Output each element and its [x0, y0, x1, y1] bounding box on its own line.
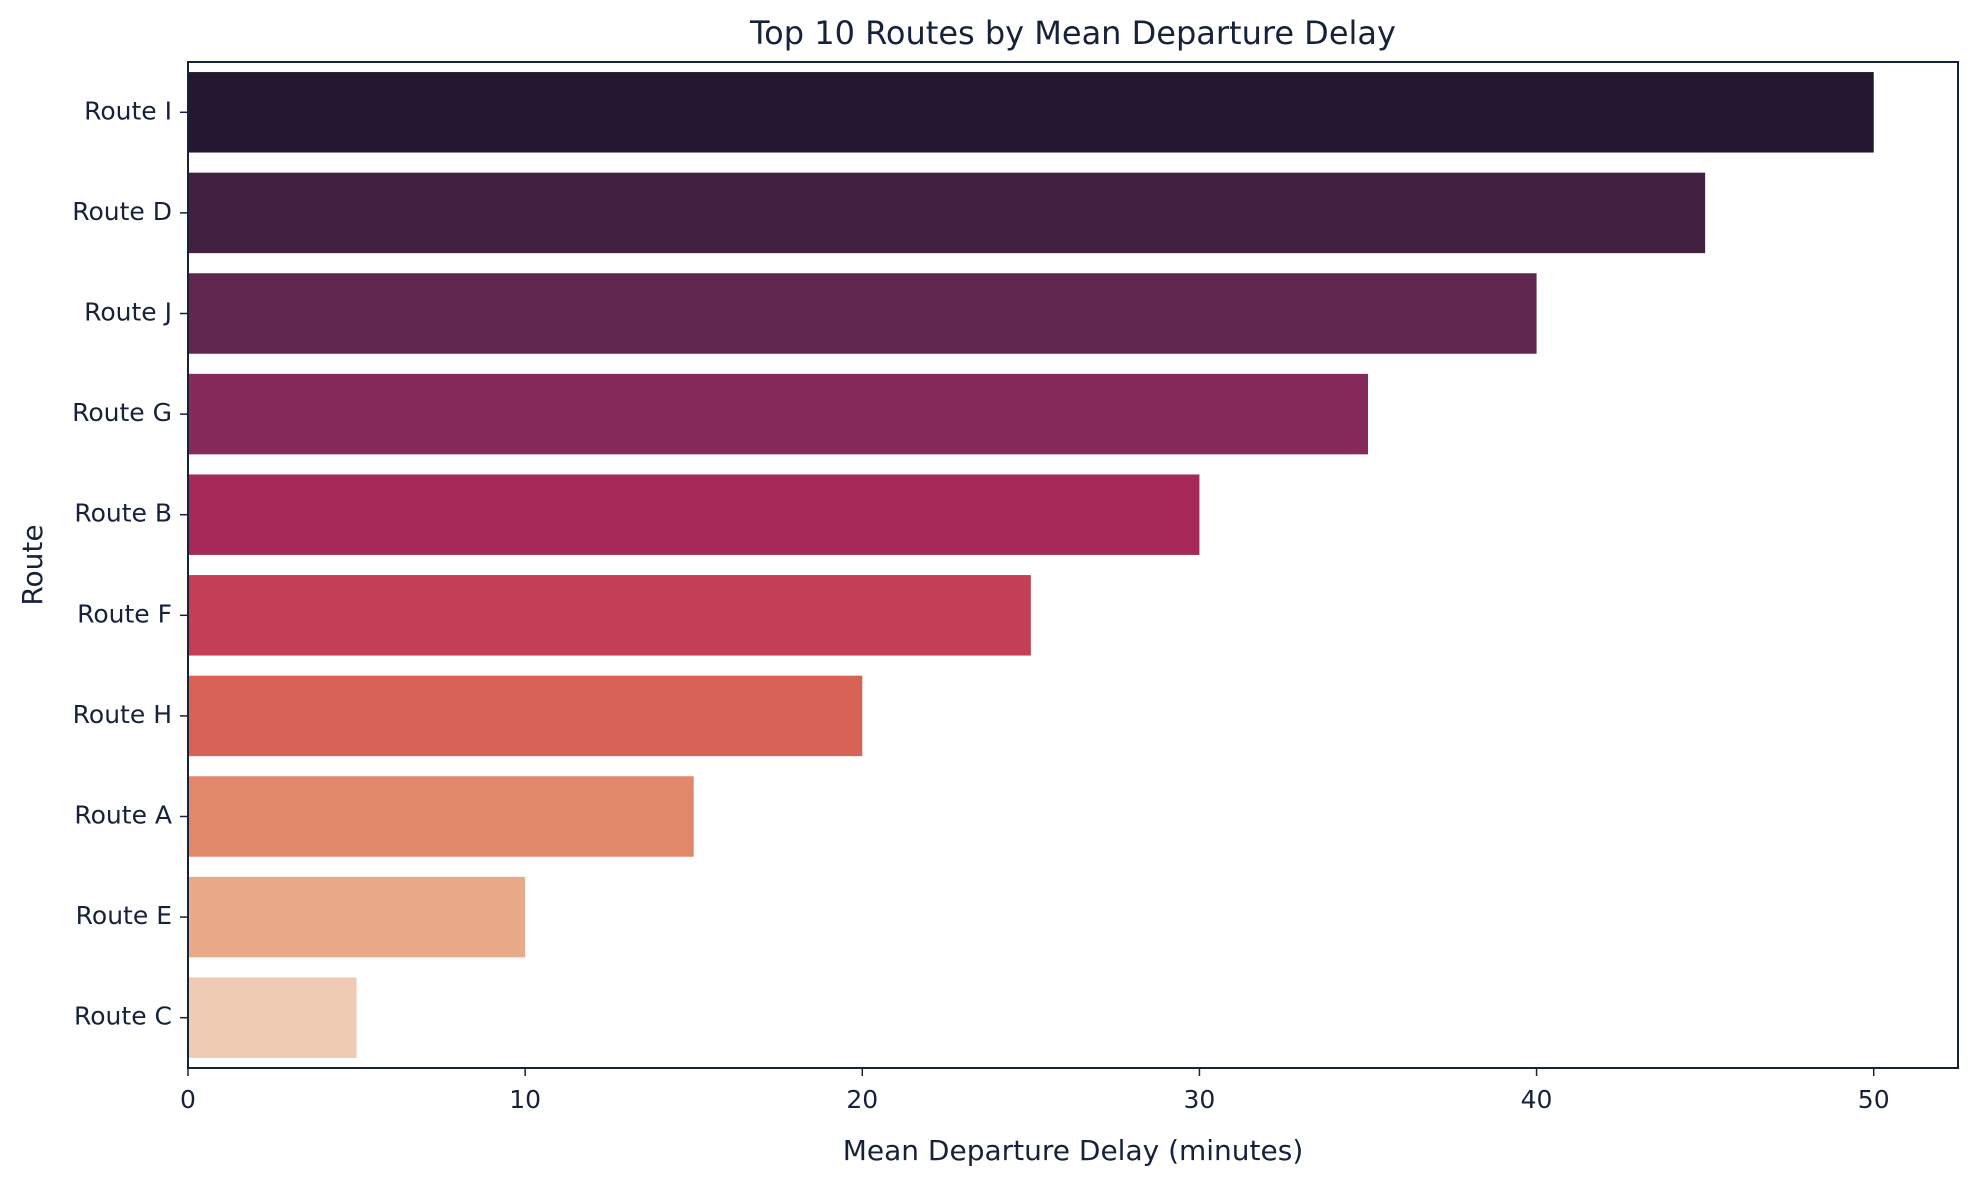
y-tick-label-route-h: Route H [73, 700, 172, 729]
y-tick-label-route-c: Route C [74, 1002, 172, 1031]
x-tick-label-30: 30 [1184, 1085, 1216, 1114]
x-tick-label-0: 0 [180, 1085, 196, 1114]
bar-route-c [188, 977, 357, 1058]
y-tick-label-route-d: Route D [72, 197, 172, 226]
x-axis-ticks: 0 10 20 30 40 50 [180, 1068, 1890, 1114]
bar-route-e [188, 876, 526, 958]
bar-route-d [188, 172, 1706, 254]
bar-route-j [188, 273, 1537, 354]
bar-route-i [188, 72, 1874, 153]
y-tick-label-route-j: Route J [84, 298, 172, 327]
x-tick-label-40: 40 [1521, 1085, 1553, 1114]
y-axis-ticks: Route I Route D Route J Route G Route B Route… [72, 96, 188, 1031]
y-tick-label-route-i: Route I [84, 96, 172, 125]
plot-frame [187, 61, 1959, 1069]
y-tick-label-route-a: Route A [74, 801, 172, 830]
bars-layer [188, 72, 1874, 1058]
x-tick-label-50: 50 [1858, 1085, 1890, 1114]
bar-route-h [188, 675, 863, 757]
x-tick-label-20: 20 [846, 1085, 878, 1114]
y-tick-label-route-b: Route B [74, 499, 172, 528]
y-tick-label-route-e: Route E [76, 901, 172, 930]
bar-route-a [188, 776, 694, 857]
bar-route-b [188, 474, 1200, 555]
bar-route-g [188, 373, 1368, 455]
y-tick-label-route-g: Route G [72, 398, 172, 427]
y-axis-label: Route [16, 524, 49, 605]
x-tick-label-10: 10 [509, 1085, 541, 1114]
y-tick-label-route-f: Route F [77, 599, 172, 628]
chart-title: Top 10 Routes by Mean Departure Delay [749, 14, 1396, 52]
x-axis-label: Mean Departure Delay (minutes) [843, 1134, 1304, 1167]
bar-route-f [188, 575, 1031, 656]
